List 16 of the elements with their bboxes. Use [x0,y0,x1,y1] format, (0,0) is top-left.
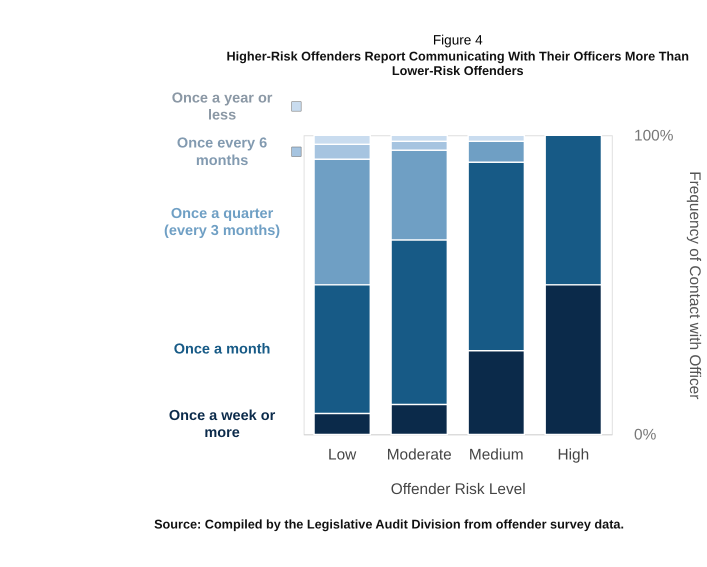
y-axis-title: Frequency of Contact with Officer [686,171,703,400]
x-tick-label: Medium [468,446,524,464]
x-axis-title: Offender Risk Level [390,480,526,498]
text: Once a month [174,342,270,358]
x-tick-label: High [557,446,590,464]
legend-label: Once every 6 months [176,136,268,169]
chart-title: Figure 4 [432,32,484,48]
x-tick-label: Moderate [386,446,452,464]
source-note: Source: Compiled by the Legislative Audit Division from offender survey data. [154,518,624,532]
text: Once a quarter (every 3 months) [164,206,280,240]
x-tick-label: Low [328,446,358,464]
chart-subtitle: Higher-Risk Offenders Report Communicating With Their Officers More Than Lower-Risk Offenders [226,50,689,78]
y-tick-label: 100% [634,127,674,144]
text: Once a week or more [168,408,276,442]
legend-label: Once a year or less [172,90,273,124]
y-tick-label: 0% [634,426,657,444]
